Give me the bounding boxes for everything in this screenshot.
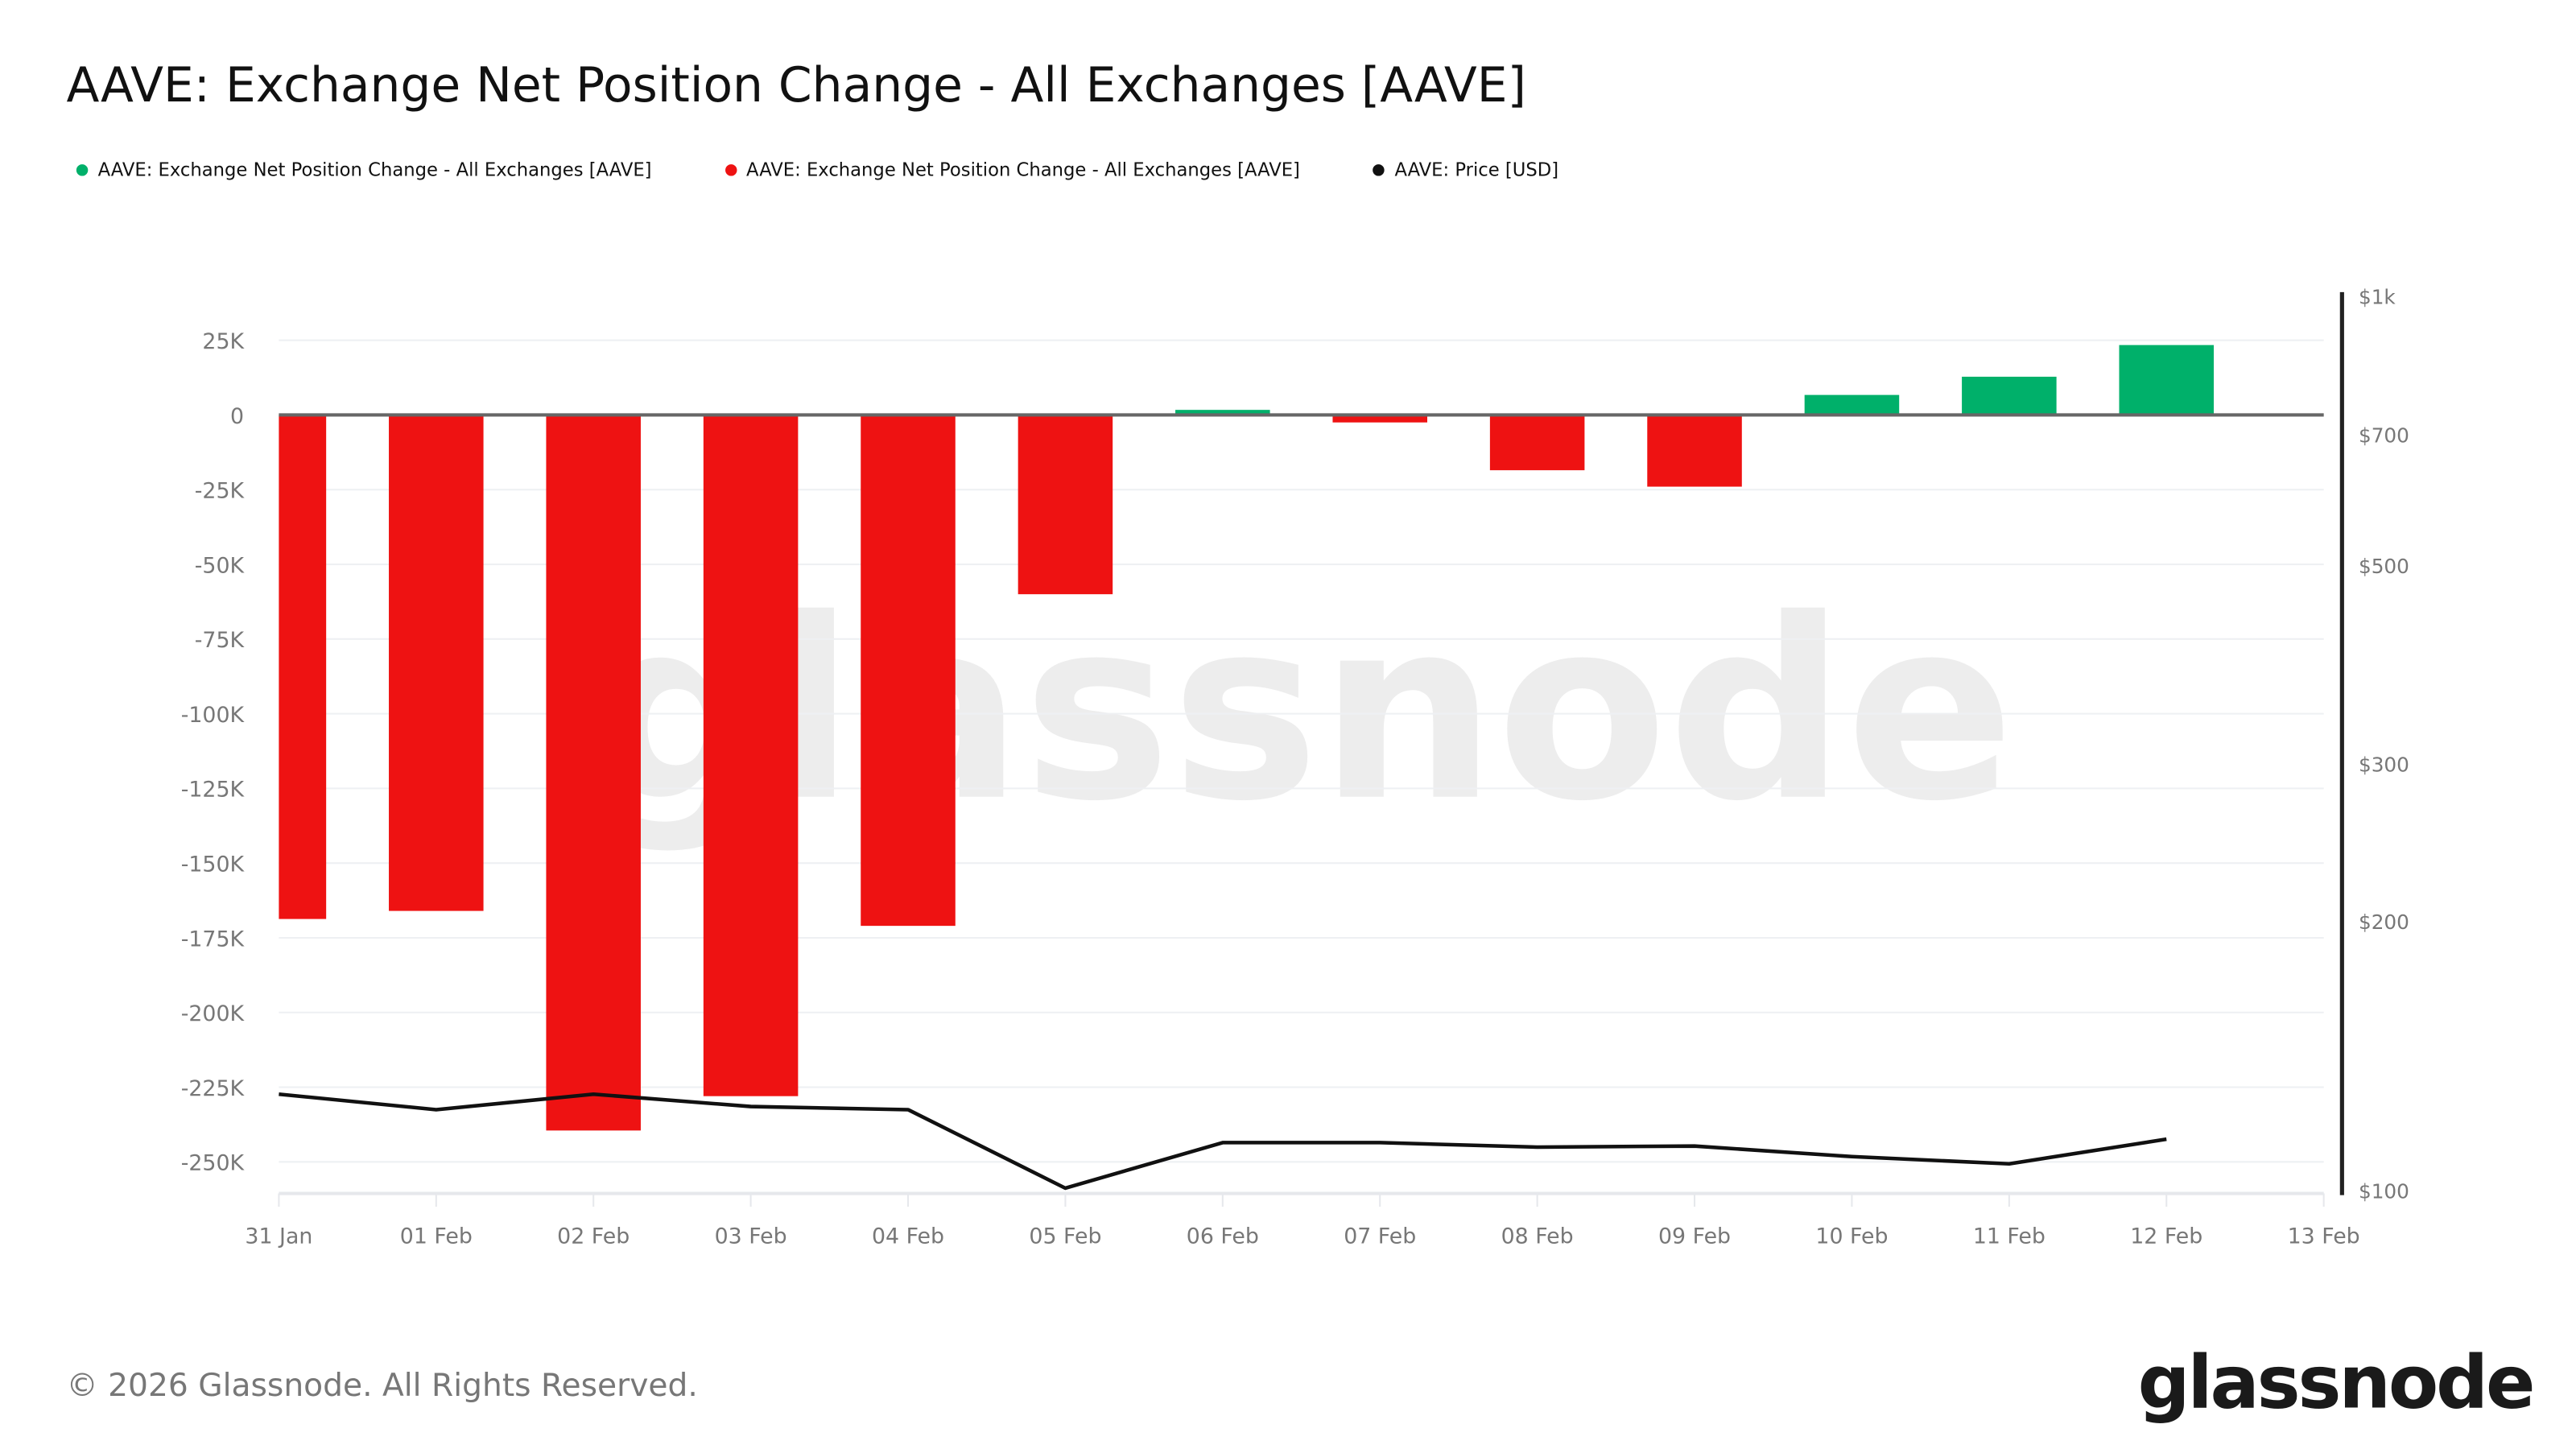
legend-dot-green	[76, 164, 89, 176]
x-tick-label: 08 Feb	[1501, 1224, 1574, 1249]
left-tick-label: -200K	[181, 1001, 246, 1026]
x-tick-label: 01 Feb	[400, 1224, 473, 1249]
x-tick-label: 10 Feb	[1815, 1224, 1888, 1249]
legend-label: AAVE: Exchange Net Position Change - All…	[746, 159, 1300, 181]
x-tick-label: 12 Feb	[2130, 1224, 2202, 1249]
bar-negative	[1647, 415, 1742, 487]
left-tick-label: -150K	[181, 852, 246, 877]
bar-negative	[861, 415, 956, 927]
legend-label: AAVE: Exchange Net Position Change - All…	[97, 159, 652, 181]
left-tick-label: -75K	[195, 628, 246, 653]
right-tick-label: $100	[2359, 1180, 2409, 1203]
x-tick-label: 03 Feb	[715, 1224, 787, 1249]
chart-title: AAVE: Exchange Net Position Change - All…	[66, 56, 1526, 114]
right-tick-label: $700	[2359, 423, 2409, 447]
right-tick-label: $1k	[2359, 285, 2396, 308]
legend-label: AAVE: Price [USD]	[1394, 159, 1559, 181]
x-tick-label: 07 Feb	[1344, 1224, 1416, 1249]
x-tick-label: 11 Feb	[1973, 1224, 2046, 1249]
x-tick-label: 05 Feb	[1029, 1224, 1101, 1249]
legend-item-inflow[interactable]: AAVE: Exchange Net Position Change - All…	[76, 159, 652, 181]
right-tick-label: $200	[2359, 910, 2409, 934]
bar-positive	[1962, 376, 2057, 415]
bar-positive	[1175, 410, 1270, 415]
bar-positive	[2119, 345, 2215, 415]
legend-item-outflow[interactable]: AAVE: Exchange Net Position Change - All…	[724, 159, 1300, 181]
watermark: glassnode	[592, 566, 2015, 856]
x-tick-label: 31 Jan	[245, 1224, 312, 1249]
left-tick-label: -175K	[181, 927, 246, 952]
right-tick-label: $500	[2359, 555, 2409, 578]
glassnode-logo: glassnode	[2137, 1341, 2536, 1426]
copyright: © 2026 Glassnode. All Rights Reserved.	[66, 1368, 698, 1405]
legend: AAVE: Exchange Net Position Change - All…	[76, 159, 1632, 181]
bar-negative	[279, 415, 327, 919]
x-tick-label: 04 Feb	[872, 1224, 944, 1249]
legend-item-price[interactable]: AAVE: Price [USD]	[1373, 159, 1558, 181]
x-tick-label: 06 Feb	[1187, 1224, 1259, 1249]
left-tick-label: 0	[230, 404, 244, 429]
bar-negative	[389, 415, 484, 911]
left-tick-label: -125K	[181, 778, 246, 803]
bar-negative	[703, 415, 799, 1096]
bar-negative	[546, 415, 641, 1131]
bar-negative	[1332, 415, 1427, 423]
legend-dot-red	[724, 164, 737, 176]
bar-negative	[1018, 415, 1113, 595]
left-tick-label: -225K	[181, 1076, 246, 1101]
x-tick-label: 02 Feb	[557, 1224, 630, 1249]
left-tick-label: 25K	[202, 329, 245, 354]
left-tick-label: -100K	[181, 703, 246, 728]
legend-dot-black	[1373, 164, 1385, 176]
bar-positive	[1804, 394, 1900, 415]
x-tick-label: 09 Feb	[1658, 1224, 1731, 1249]
bar-negative	[1489, 415, 1585, 471]
x-tick-label: 13 Feb	[2288, 1224, 2360, 1249]
left-tick-label: -50K	[195, 553, 246, 578]
left-tick-label: -25K	[195, 479, 246, 504]
right-tick-label: $300	[2359, 753, 2409, 776]
left-tick-label: -250K	[181, 1151, 246, 1176]
